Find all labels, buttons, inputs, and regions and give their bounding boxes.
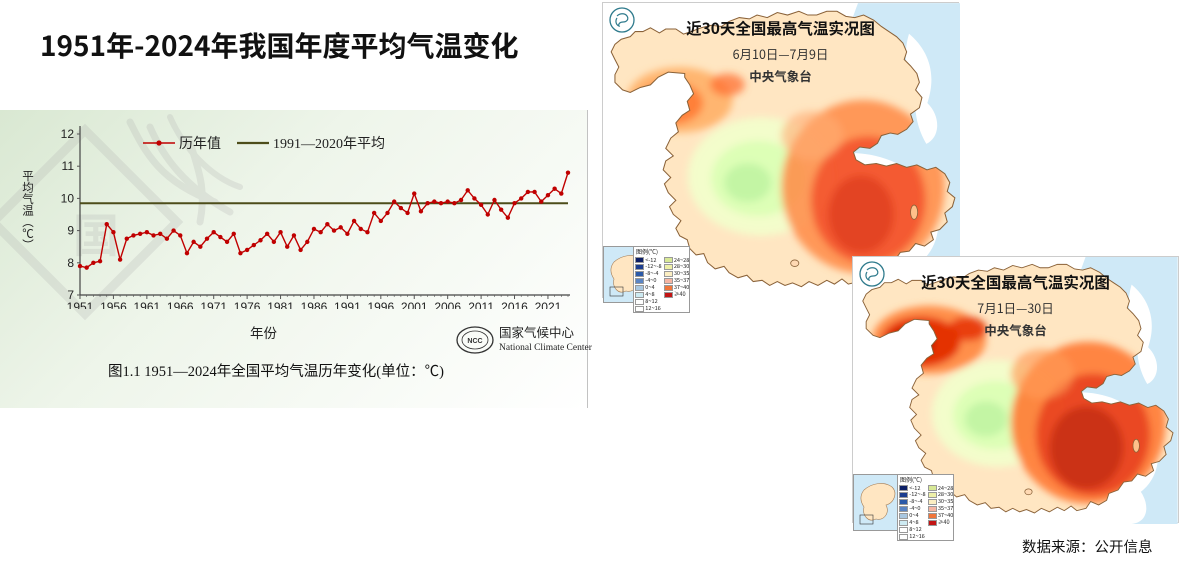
- svg-text:11: 11: [62, 159, 75, 173]
- svg-text:1991: 1991: [334, 300, 361, 309]
- svg-text:1976: 1976: [234, 300, 261, 309]
- svg-text:NCC: NCC: [467, 338, 482, 345]
- svg-text:12: 12: [61, 127, 75, 141]
- svg-text:1986: 1986: [301, 300, 328, 309]
- svg-text:1956: 1956: [100, 300, 127, 309]
- svg-text:1966: 1966: [167, 300, 194, 309]
- svg-text:9: 9: [67, 224, 74, 238]
- svg-text:2021: 2021: [535, 300, 562, 309]
- svg-text:1981: 1981: [267, 300, 294, 309]
- svg-text:国家气候中心: 国家气候中心: [499, 322, 575, 341]
- svg-text:10: 10: [61, 191, 75, 205]
- svg-text:1961: 1961: [133, 300, 160, 309]
- svg-text:1951: 1951: [67, 300, 94, 309]
- svg-text:National Climate Center: National Climate Center: [499, 343, 593, 353]
- svg-text:8: 8: [67, 256, 74, 270]
- svg-text:2011: 2011: [468, 300, 494, 309]
- svg-text:2001: 2001: [401, 300, 428, 309]
- svg-text:2016: 2016: [501, 300, 528, 309]
- svg-text:1971: 1971: [200, 300, 227, 309]
- svg-text:2006: 2006: [434, 300, 461, 309]
- svg-text:1996: 1996: [367, 300, 394, 309]
